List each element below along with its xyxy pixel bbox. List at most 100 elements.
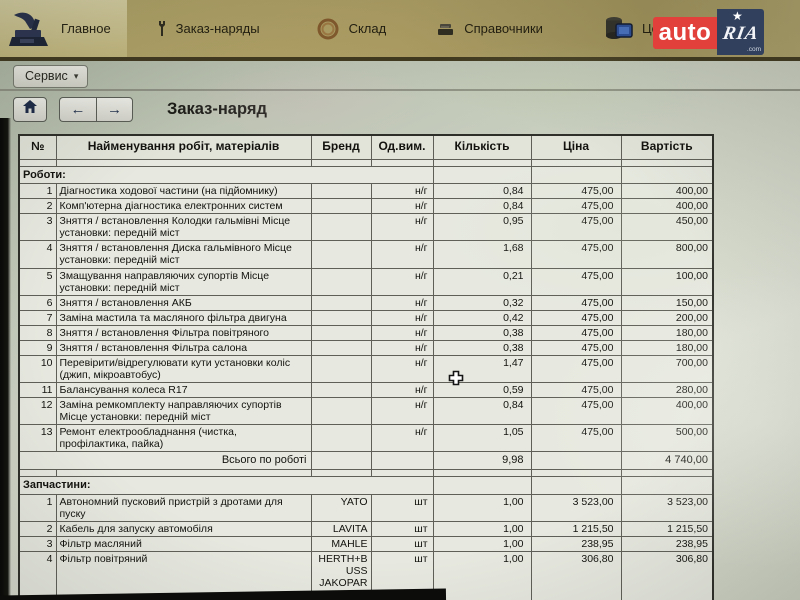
cell-price: 475,00	[530, 339, 622, 356]
cell-name: Заміна ремкомплекту направляючих супорті…	[55, 397, 312, 426]
cell-num: 11	[18, 382, 57, 399]
cell-cursor-icon	[448, 370, 464, 391]
cell-name: Автономний пусковий пристрій з дротами д…	[55, 493, 312, 522]
cell-brand	[310, 397, 372, 426]
cell-unit: н/г	[370, 382, 434, 399]
cell-num: 7	[18, 309, 57, 326]
cell-qty: 1,00	[432, 535, 532, 552]
cell-qty: 0,32	[432, 294, 532, 311]
cell-brand	[310, 324, 372, 341]
work-row[interactable]: 9 Зняття / встановлення Фільтра салона н…	[18, 339, 714, 356]
cell-total: 280,00	[620, 382, 714, 399]
cell-total: 400,00	[620, 198, 714, 215]
cell-price: 3 523,00	[530, 493, 622, 522]
work-row[interactable]: 2 Комп'ютерна діагностика електронних си…	[18, 198, 714, 215]
parts-body: 1 Автономний пусковий пристрій з дротами…	[18, 493, 714, 600]
home-icon	[23, 100, 37, 118]
part-row[interactable]: 2 Кабель для запуску автомобіля LAVITA ш…	[18, 520, 714, 537]
auto-ria-watermark: auto ★ RIA .com	[653, 9, 764, 55]
cell-name: Змащування направляючих супортів Місце у…	[55, 267, 312, 296]
cell-qty: 0,42	[432, 309, 532, 326]
cell-unit: н/г	[370, 294, 434, 311]
spacer-row	[18, 158, 714, 167]
cell-price: 306,80	[530, 550, 622, 600]
forward-button[interactable]: →	[96, 96, 133, 122]
work-row[interactable]: 6 Зняття / встановлення АКБ н/г 0,32 475…	[18, 294, 714, 311]
work-row[interactable]: 5 Змащування направляючих супортів Місце…	[18, 267, 714, 296]
parts-section-label: Запчастини:	[18, 475, 434, 495]
service-bar: Сервис ▾	[0, 61, 800, 91]
work-row[interactable]: 12 Заміна ремкомплекту направляючих супо…	[18, 397, 714, 426]
header-row: № Найменування робіт, матеріалів Бренд О…	[18, 134, 714, 160]
arrow-left-icon: ←	[70, 100, 86, 118]
auto-logo: auto	[653, 17, 717, 49]
cell-qty: 0,59	[432, 382, 532, 399]
part-row[interactable]: 1 Автономний пусковий пристрій з дротами…	[18, 493, 714, 522]
cell-num: 1	[18, 183, 57, 200]
work-row[interactable]: 1 Діагностика ходової частини (на підйом…	[18, 183, 714, 200]
cell-brand	[310, 294, 372, 311]
menu-item-warehouse[interactable]: Склад	[300, 0, 403, 57]
menu-item-work-orders[interactable]: Заказ-наряды	[141, 0, 276, 57]
cell-total: 1 215,50	[620, 520, 714, 537]
works-total-qty: 9,98	[432, 451, 532, 470]
menu-item-label: Склад	[348, 21, 387, 36]
cell-num: 3	[18, 535, 57, 552]
work-row[interactable]: 13 Ремонт електрообладнання (чистка, про…	[18, 424, 714, 453]
star-icon: ★	[732, 9, 743, 23]
service-menu-button[interactable]: Сервис ▾	[13, 65, 89, 88]
home-button[interactable]	[13, 96, 47, 122]
cell-brand	[310, 339, 372, 356]
database-icon	[605, 16, 633, 42]
ria-logo: ★ RIA .com	[717, 9, 764, 55]
cell-name: Фільтр масляний	[55, 535, 312, 552]
cell-unit: н/г	[370, 424, 434, 453]
cell-name: Діагностика ходової частини (на підйомни…	[55, 183, 312, 200]
menu-item-main[interactable]: Главное	[0, 0, 127, 57]
works-section-label: Роботи:	[18, 165, 434, 185]
navigation-toolbar: ← → Заказ-наряд	[0, 91, 800, 127]
cell-unit: н/г	[370, 213, 434, 242]
work-row[interactable]: 10 Перевірити/відрегулювати кути установ…	[18, 354, 714, 384]
cell-brand: LAVITA	[310, 520, 372, 537]
cell-unit: н/г	[370, 267, 434, 296]
work-row[interactable]: 8 Зняття / встановлення Фільтра повітрян…	[18, 324, 714, 341]
order-table: № Найменування робіт, матеріалів Бренд О…	[18, 134, 714, 600]
cell-total: 238,95	[620, 535, 714, 552]
cell-price: 475,00	[530, 424, 622, 453]
header-brand: Бренд	[310, 134, 372, 160]
arrow-right-icon: →	[107, 100, 122, 118]
work-row[interactable]: 4 Зняття / встановлення Диска гальмівног…	[18, 240, 714, 269]
cell-qty: 1,68	[432, 240, 532, 269]
cell-price: 475,00	[530, 397, 622, 426]
photo-bezel-left	[0, 118, 11, 600]
cell-qty: 0,38	[432, 324, 532, 341]
table-header: № Найменування робіт, матеріалів Бренд О…	[18, 134, 714, 160]
cell-unit: шт	[370, 520, 434, 537]
part-row[interactable]: 3 Фільтр масляний MAHLE шт 1,00 238,95 2…	[18, 535, 714, 552]
cell-unit: н/г	[370, 183, 434, 200]
back-button[interactable]: ←	[59, 96, 96, 122]
cell-qty: 0,84	[432, 183, 532, 200]
header-qty: Кількість	[432, 134, 532, 160]
menu-item-directories[interactable]: Справочники	[422, 0, 559, 57]
cell-total: 150,00	[620, 294, 714, 311]
history-nav-group: ← →	[59, 96, 133, 122]
work-row[interactable]: 11 Балансування колеса R17 н/г 0,59 475,…	[18, 382, 714, 399]
cell-qty: 0,21	[432, 267, 532, 296]
cell-unit: шт	[370, 535, 434, 552]
cell-unit: н/г	[370, 397, 434, 426]
cell-num: 1	[18, 493, 57, 522]
books-icon	[438, 22, 455, 36]
cell-num: 10	[18, 354, 57, 384]
cell-brand	[310, 309, 372, 326]
works-section-row: Роботи:	[18, 165, 714, 185]
work-row[interactable]: 7 Заміна мастила та масляного фільтра дв…	[18, 309, 714, 326]
cell-name: Кабель для запуску автомобіля	[55, 520, 312, 537]
work-row[interactable]: 3 Зняття / встановлення Колодки гальмівн…	[18, 213, 714, 242]
cell-price: 475,00	[530, 309, 622, 326]
cell-total: 700,00	[620, 354, 714, 384]
cell-unit: н/г	[370, 354, 434, 384]
cell-price: 475,00	[530, 198, 622, 215]
cell-total: 500,00	[620, 424, 714, 453]
